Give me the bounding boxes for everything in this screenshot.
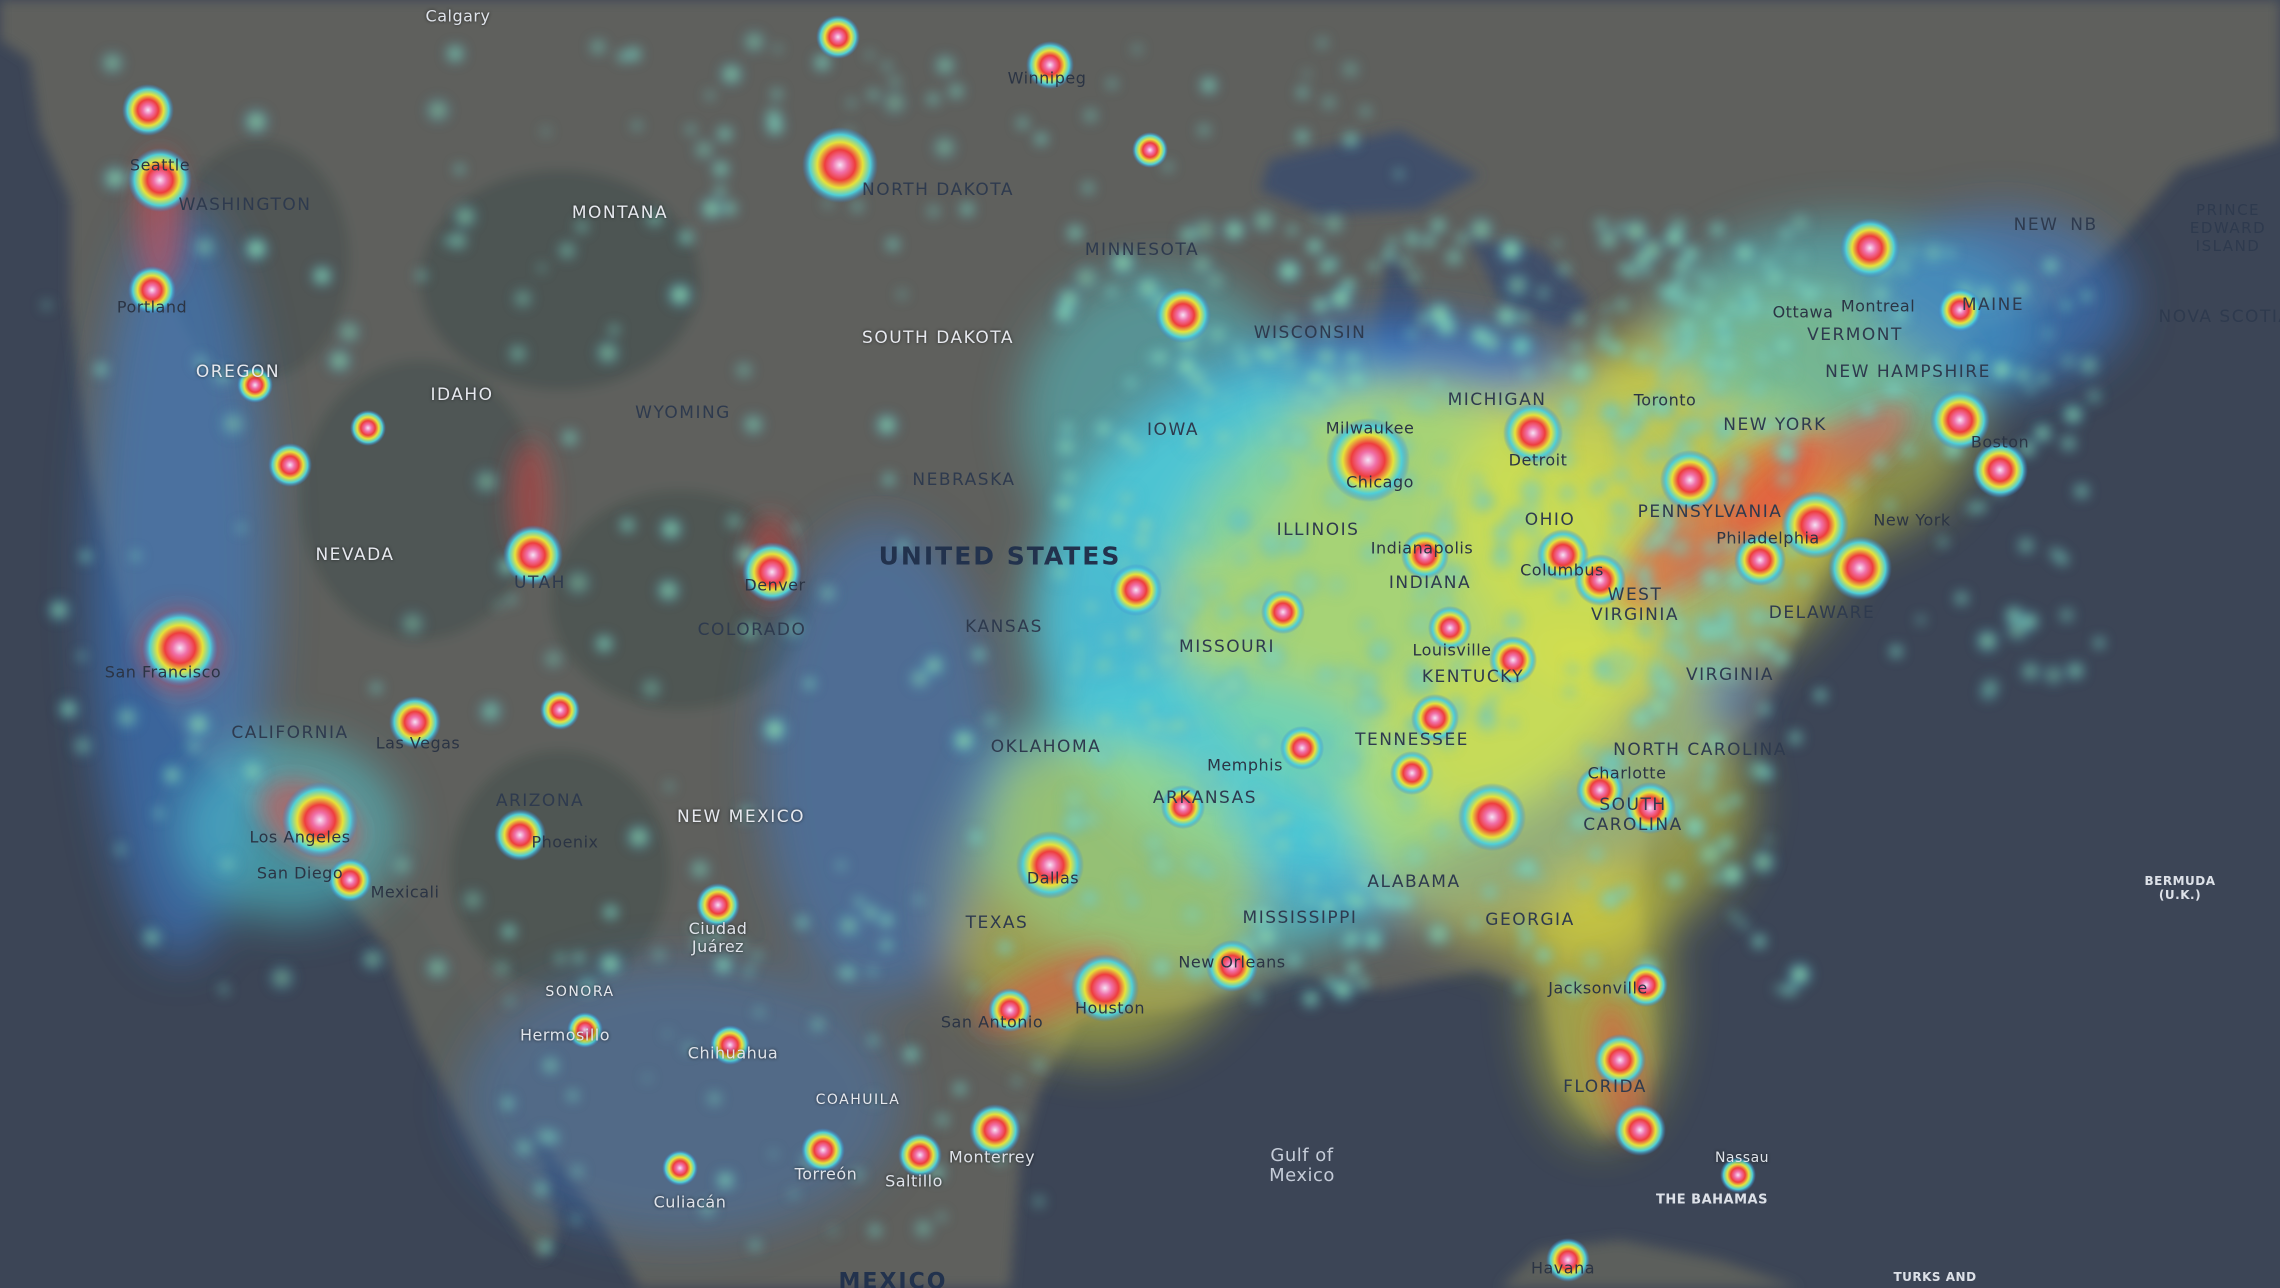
city-glow <box>1594 1034 1646 1086</box>
city-glow <box>802 127 878 203</box>
city-glow <box>1026 41 1074 89</box>
city-glow <box>540 690 580 730</box>
city-glow <box>1401 531 1449 579</box>
city-glow <box>282 782 358 858</box>
city-glow <box>1458 783 1526 851</box>
city-glow <box>1206 940 1258 992</box>
city-glow <box>898 1133 942 1177</box>
city-glow <box>1930 390 1990 450</box>
city-glow <box>1132 132 1168 168</box>
city-glow <box>1155 287 1211 343</box>
city-glow <box>128 148 192 212</box>
city-glow <box>503 525 563 585</box>
city-glow <box>567 1012 603 1048</box>
city-glow <box>696 883 740 927</box>
city-glow <box>969 1104 1021 1156</box>
city-glow <box>1537 529 1589 581</box>
city-glow <box>389 696 441 748</box>
city-glow <box>268 443 312 487</box>
city-glow <box>1614 1104 1666 1156</box>
city-glow <box>1411 694 1459 742</box>
glow-cities <box>122 15 2028 1282</box>
city-glow <box>142 610 218 686</box>
city-glow <box>1489 636 1537 684</box>
city-glow <box>1972 442 2028 498</box>
city-glow <box>1016 831 1084 899</box>
city-glow <box>1781 491 1849 559</box>
city-glow <box>1428 606 1472 650</box>
city-glow <box>494 809 546 861</box>
city-glow <box>350 410 386 446</box>
glow-towns <box>40 30 2106 1256</box>
city-glow <box>122 84 174 136</box>
city-glow <box>1110 564 1162 616</box>
city-glow <box>1720 1157 1756 1193</box>
city-glow <box>1574 554 1626 606</box>
city-glow <box>328 858 372 902</box>
city-glow <box>1280 726 1324 770</box>
city-glow <box>1660 450 1720 510</box>
city-glow <box>237 367 273 403</box>
city-glow <box>742 542 802 602</box>
city-glow <box>1261 590 1305 634</box>
city-glow <box>662 1150 698 1186</box>
city-glow <box>816 15 860 59</box>
city-glow <box>1546 1238 1590 1282</box>
city-glow <box>1326 418 1410 502</box>
city-glow <box>1938 288 1982 332</box>
city-glow <box>1071 954 1139 1022</box>
city-glow <box>1734 534 1786 586</box>
city-glow <box>1576 766 1624 814</box>
city-glow <box>1840 218 1900 278</box>
city-glow <box>128 266 176 314</box>
city-glow <box>1503 403 1563 463</box>
city-glow <box>1828 536 1892 600</box>
city-glow <box>1161 785 1205 829</box>
city-glow <box>1624 782 1676 834</box>
city-glow <box>1624 963 1668 1007</box>
city-glow <box>988 988 1032 1032</box>
city-glow <box>801 1128 845 1172</box>
city-glow <box>1390 751 1434 795</box>
city-glow <box>710 1025 750 1065</box>
